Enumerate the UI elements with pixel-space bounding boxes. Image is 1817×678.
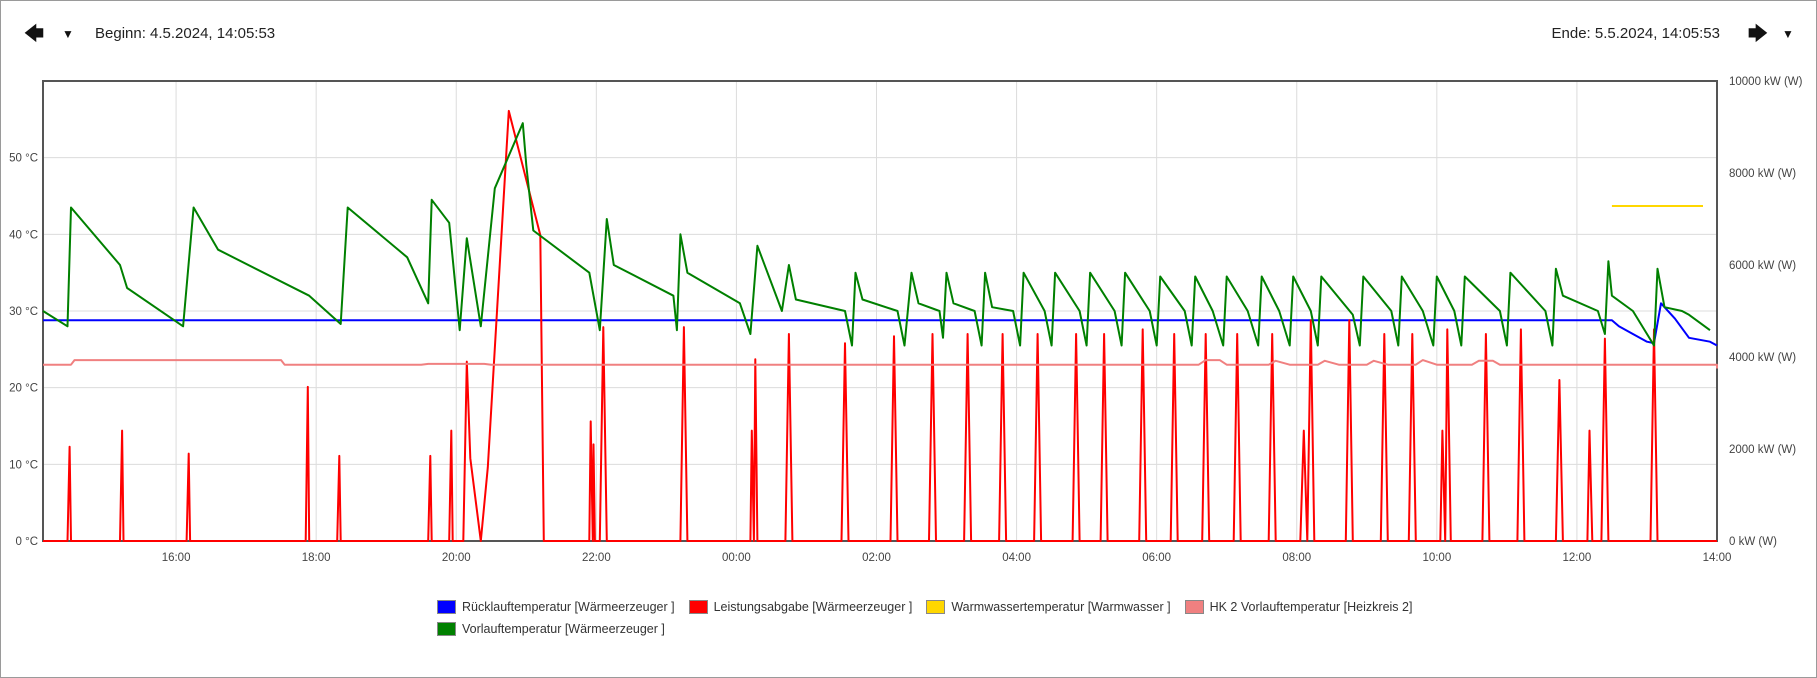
legend-row: Rücklauftemperatur [Wärmeerzeuger ] Leist…: [437, 600, 1437, 614]
legend-label: Warmwassertemperatur [Warmwasser ]: [951, 600, 1171, 614]
legend-item[interactable]: Rücklauftemperatur [Wärmeerzeuger ]: [437, 600, 675, 614]
x-tick-label: 16:00: [162, 552, 191, 564]
legend-swatch: [1184, 600, 1204, 614]
legend-item[interactable]: Leistungsabgabe [Wärmeerzeuger ]: [688, 600, 913, 614]
y-left-tick-label: 40 °C: [9, 229, 38, 241]
caret-down-icon[interactable]: ▼: [62, 27, 74, 41]
y-left-tick-label: 10 °C: [9, 459, 38, 471]
legend-label: Vorlauftemperatur [Wärmeerzeuger ]: [462, 622, 665, 636]
x-tick-label: 12:00: [1563, 552, 1592, 564]
legend-swatch: [437, 600, 456, 614]
y-left-tick-label: 20 °C: [9, 383, 38, 395]
legend-label: Rücklauftemperatur [Wärmeerzeuger ]: [462, 600, 675, 614]
time-range-toolbar: 🡄 ▼ Beginn: 4.5.2024, 14:05:53 Ende: 5.5…: [0, 0, 1817, 66]
x-tick-label: 10:00: [1422, 552, 1451, 564]
legend-item[interactable]: Warmwassertemperatur [Warmwasser ]: [926, 600, 1171, 614]
x-tick-label: 08:00: [1282, 552, 1311, 564]
x-tick-label: 06:00: [1142, 552, 1171, 564]
x-tick-label: 14:00: [1703, 552, 1732, 564]
range-end-label: Ende: 5.5.2024, 14:05:53: [1551, 25, 1720, 42]
y-right-tick-label: 2000 kW (W): [1729, 444, 1796, 456]
line-chart: 16:00 18:00 20:00 22:00 00:00 02:00 04:00 06:00…: [9, 76, 1803, 564]
arrow-right-icon[interactable]: 🡆: [1747, 23, 1769, 45]
x-tick-label: 00:00: [722, 552, 751, 564]
legend-swatch: [437, 622, 456, 636]
range-begin-label: Beginn: 4.5.2024, 14:05:53: [95, 25, 276, 42]
series-line-5: [42, 122, 1711, 347]
legend-label: HK 2 Vorlauftemperatur [Heizkreis 2]: [1209, 600, 1413, 614]
y-right-tick-label: 0 kW (W): [1729, 536, 1777, 548]
series-line-4: [43, 359, 1718, 369]
legend-item[interactable]: HK 2 Vorlauftemperatur [Heizkreis 2]: [1184, 600, 1413, 614]
legend-swatch: [926, 600, 946, 614]
x-tick-label: 02:00: [862, 552, 891, 564]
y-left-tick-label: 50 °C: [9, 153, 38, 165]
x-tick-label: 18:00: [302, 552, 331, 564]
y-right-tick-label: 10000 kW (W): [1729, 76, 1803, 88]
y-right-tick-label: 8000 kW (W): [1729, 168, 1796, 180]
legend-item[interactable]: Vorlauftemperatur [Wärmeerzeuger ]: [437, 622, 665, 636]
series-line-2: [43, 109, 1717, 542]
y-left-tick-label: 30 °C: [9, 306, 38, 318]
caret-down-icon-end[interactable]: ▼: [1782, 27, 1794, 41]
x-tick-label: 04:00: [1002, 552, 1031, 564]
y-right-tick-label: 6000 kW (W): [1729, 260, 1796, 272]
arrow-left-icon[interactable]: 🡄: [23, 23, 45, 45]
legend-swatch: [688, 600, 708, 614]
y-left-tick-label: 0 °C: [16, 536, 39, 548]
legend-label: Leistungsabgabe [Wärmeerzeuger ]: [713, 600, 913, 614]
legend-row: Vorlauftemperatur [Wärmeerzeuger ]: [437, 622, 1437, 636]
series-line-1: [43, 302, 1718, 347]
y-right-tick-label: 4000 kW (W): [1729, 352, 1796, 364]
x-tick-label: 22:00: [582, 552, 611, 564]
chart-legend: Rücklauftemperatur [Wärmeerzeuger ] Leist…: [437, 600, 1437, 644]
x-tick-label: 20:00: [442, 552, 471, 564]
